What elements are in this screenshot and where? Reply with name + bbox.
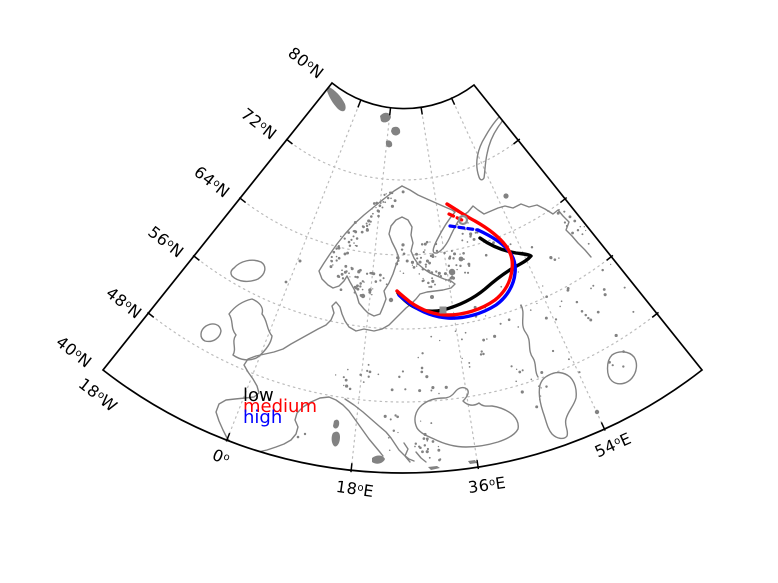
trajectory-medium xyxy=(395,202,515,317)
coastline xyxy=(415,451,427,463)
tick-left xyxy=(238,196,247,204)
lake xyxy=(298,259,302,263)
coastline xyxy=(200,323,222,343)
lake xyxy=(503,193,509,199)
lake xyxy=(368,288,372,292)
tick-top xyxy=(388,107,392,116)
graticule-meridian xyxy=(227,104,360,437)
lake xyxy=(388,297,394,303)
legend-item-high: high xyxy=(243,406,283,428)
tick-right xyxy=(559,196,568,204)
coastline xyxy=(460,203,592,258)
lake xyxy=(284,280,288,284)
tick-left xyxy=(147,311,155,318)
graticule xyxy=(146,101,660,467)
markers xyxy=(439,214,469,314)
tick-bottom xyxy=(225,432,231,442)
map-frame xyxy=(101,81,704,474)
coastline xyxy=(401,185,456,213)
island xyxy=(380,112,391,123)
coastlines xyxy=(200,87,638,470)
coastline xyxy=(414,386,519,448)
trajectory-medium-dashed xyxy=(447,212,466,223)
graticule-parallel xyxy=(192,254,614,330)
coastline xyxy=(215,185,456,457)
release-site-marker xyxy=(457,214,469,226)
graticule-parallel xyxy=(146,311,660,403)
island xyxy=(333,419,340,429)
frame-ticks xyxy=(147,97,659,473)
island xyxy=(385,140,393,148)
trajectory-high-dashed xyxy=(448,224,480,232)
coastline xyxy=(538,371,577,440)
legend-item-low: low xyxy=(243,385,274,406)
tick-bottom xyxy=(350,463,353,473)
graticule-parallel xyxy=(285,138,521,181)
legend: low medium high xyxy=(243,385,317,428)
coastline xyxy=(228,298,273,361)
tick-right xyxy=(513,138,521,145)
tick-top xyxy=(357,99,362,108)
island xyxy=(331,431,340,447)
coastline xyxy=(476,113,505,181)
legend-item-medium: medium xyxy=(243,395,317,417)
coastline xyxy=(520,304,539,378)
island xyxy=(428,466,440,470)
tick-top xyxy=(450,97,456,105)
lake xyxy=(303,432,307,436)
island xyxy=(468,460,477,464)
coastline xyxy=(230,259,266,283)
tick-top xyxy=(420,106,423,115)
island xyxy=(372,455,385,464)
lake xyxy=(594,409,600,415)
station-marker xyxy=(439,306,447,314)
tick-bottom xyxy=(476,460,480,470)
tick-right xyxy=(606,254,614,261)
coastline xyxy=(606,351,638,385)
tick-bottom xyxy=(600,422,606,431)
tick-left xyxy=(285,138,293,145)
lake xyxy=(296,435,300,439)
graticule-meridian xyxy=(452,101,604,426)
tick-left xyxy=(192,254,200,261)
coastline xyxy=(432,211,462,254)
trajectories xyxy=(395,202,533,320)
island xyxy=(391,126,401,136)
island xyxy=(327,87,346,112)
graticule-parallel xyxy=(238,196,568,256)
tick-right xyxy=(651,311,659,318)
coastline xyxy=(403,442,411,463)
lake xyxy=(458,256,464,262)
lake xyxy=(430,295,434,299)
